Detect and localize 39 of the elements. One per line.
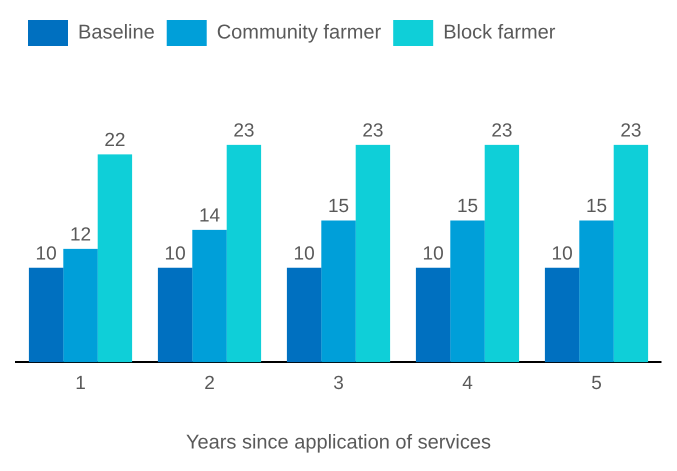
bar [98,154,132,362]
data-label: 23 [620,120,642,142]
data-label: 15 [328,196,350,218]
data-label: 14 [198,206,220,227]
legend-label: Block farmer [443,22,556,44]
bar [226,144,262,362]
x-tick-label: 3 [333,372,344,394]
data-label: 15 [456,196,478,218]
data-label: 10 [164,243,186,264]
x-tick-label: 1 [75,372,86,394]
data-label: 22 [104,130,126,152]
bar [416,268,450,362]
data-label: 10 [422,243,444,264]
legend-label: Baseline [78,22,155,44]
data-label: 23 [233,120,254,142]
data-label: 23 [362,120,384,142]
data-label: 23 [491,120,512,142]
bar [356,144,390,362]
x-tick-label: 2 [204,372,215,394]
bar [192,230,227,362]
x-tick-label: 5 [591,372,602,394]
bar [614,144,648,362]
data-label: 15 [586,196,608,218]
data-label: 10 [294,243,315,264]
bar [484,144,520,362]
bar [321,220,356,362]
bar [579,220,614,362]
bar [28,268,64,362]
bar [158,268,192,362]
x-tick-label: 4 [462,372,474,394]
bar [450,220,485,362]
bar [63,248,98,362]
bar [544,268,580,362]
data-label: 10 [36,243,57,264]
legend-label: Community farmer [216,22,382,44]
data-label: 12 [70,224,92,246]
x-axis-title: Years since application of services [186,432,491,454]
bar [286,268,322,362]
data-label: 10 [552,243,573,264]
